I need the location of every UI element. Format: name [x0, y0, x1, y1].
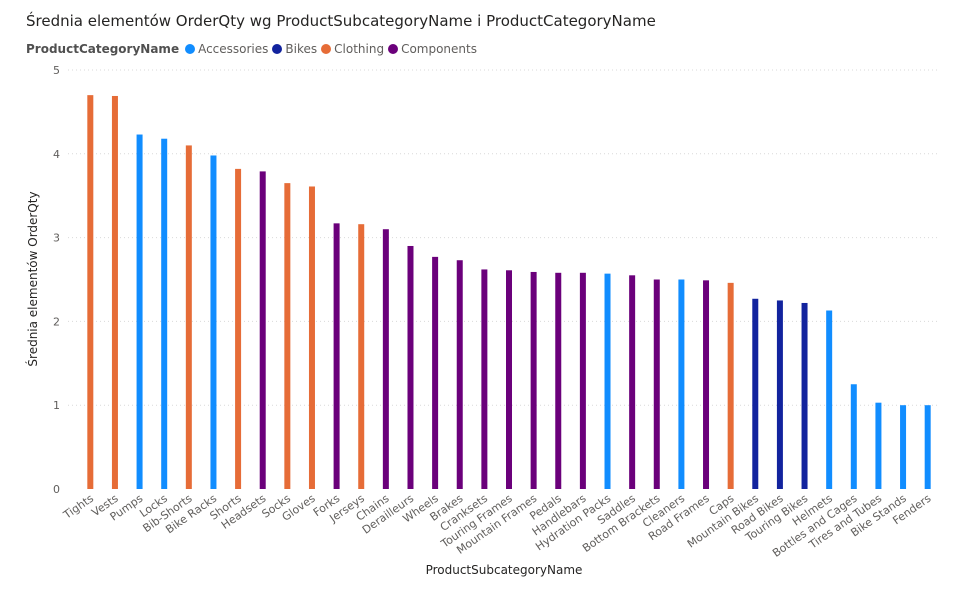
bar-bike-stands[interactable]: [900, 405, 907, 489]
legend-label-clothing: Clothing: [334, 42, 385, 56]
bar-wheels[interactable]: [432, 256, 439, 489]
y-tick-label: 1: [53, 399, 60, 412]
legend: ProductCategoryName Accessories Bikes Cl…: [26, 42, 481, 56]
bar-jerseys[interactable]: [358, 224, 365, 489]
y-tick-label: 2: [53, 315, 60, 328]
bar-bottom-brackets[interactable]: [653, 279, 660, 490]
legend-marker-components: [388, 44, 399, 54]
bar-cleaners[interactable]: [678, 279, 685, 490]
bar-chains[interactable]: [382, 229, 389, 489]
bar-touring-frames[interactable]: [506, 270, 512, 489]
bar-vests[interactable]: [111, 95, 118, 489]
y-axis-ticks: 0 1 2 3 4 5: [53, 64, 60, 496]
legend-item-clothing[interactable]: Clothing: [321, 42, 384, 56]
bar-gloves[interactable]: [308, 186, 315, 489]
legend-marker-clothing: [321, 44, 332, 54]
chart-title: Średnia elementów OrderQty wg ProductSub…: [26, 12, 656, 30]
bar-cranksets[interactable]: [481, 269, 488, 489]
bar-saddles[interactable]: [629, 275, 636, 489]
legend-label-accessories: Accessories: [198, 42, 269, 56]
y-axis-title: Średnia elementów OrderQty: [25, 191, 40, 366]
legend-item-accessories[interactable]: Accessories: [185, 42, 268, 56]
bar-mountain-bikes[interactable]: [752, 298, 759, 489]
bar-tires-and-tubes[interactable]: [875, 402, 882, 489]
bar-derailleurs[interactable]: [407, 245, 414, 489]
bar-shorts[interactable]: [235, 168, 242, 489]
bar-locks[interactable]: [161, 138, 168, 489]
bar-bib-shorts[interactable]: [185, 145, 192, 490]
bar-headsets[interactable]: [259, 171, 266, 489]
bar-mountain-frames[interactable]: [530, 271, 537, 489]
bar-caps[interactable]: [727, 282, 734, 489]
bar-handlebars[interactable]: [579, 272, 586, 489]
gridlines: [68, 69, 940, 406]
bar-pumps[interactable]: [136, 134, 143, 489]
bar-pedals[interactable]: [555, 272, 562, 489]
y-tick-label: 4: [53, 148, 60, 161]
legend-title: ProductCategoryName: [26, 42, 180, 56]
bar-fenders[interactable]: [924, 405, 931, 489]
legend-label-bikes: Bikes: [285, 42, 318, 56]
y-tick-label: 3: [53, 232, 60, 245]
legend-item-bikes[interactable]: Bikes: [272, 42, 317, 56]
legend-marker-bikes: [272, 44, 283, 54]
bar-bottles-and-cages[interactable]: [850, 384, 857, 489]
legend-label-components: Components: [401, 42, 477, 56]
bar-socks[interactable]: [284, 183, 291, 489]
bar-touring-bikes[interactable]: [801, 302, 808, 489]
y-tick-label: 5: [53, 64, 60, 77]
bar-forks[interactable]: [333, 223, 340, 489]
x-axis-title: ProductSubcategoryName: [426, 563, 583, 577]
legend-marker-accessories: [185, 44, 196, 54]
bar-tights[interactable]: [87, 95, 94, 489]
legend-item-components[interactable]: Components: [388, 42, 477, 56]
bar-brakes[interactable]: [456, 260, 463, 489]
bar-helmets[interactable]: [826, 310, 833, 489]
bar-road-frames[interactable]: [703, 280, 710, 489]
bar-road-bikes[interactable]: [776, 300, 783, 489]
bar-bike-racks[interactable]: [210, 155, 217, 489]
bar-hydration-packs[interactable]: [604, 273, 611, 489]
bars: [87, 95, 931, 490]
y-tick-label: 0: [53, 483, 60, 496]
